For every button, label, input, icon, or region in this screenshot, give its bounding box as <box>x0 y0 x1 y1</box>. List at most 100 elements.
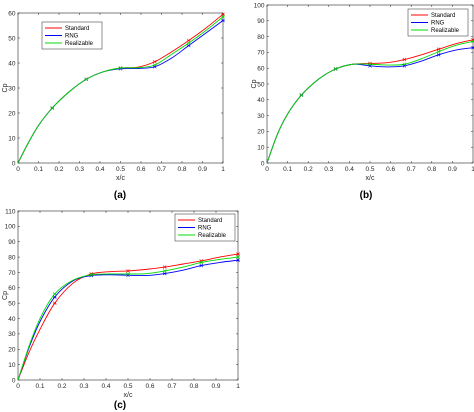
panel-a: 0 0.1 0.2 0.3 0.4 0.5 0.6 0.7 0.8 0.9 101020304050… <box>2 10 225 201</box>
data-point-marker <box>402 57 407 62</box>
y-tick-label: 40 <box>257 97 265 104</box>
x-tick-label: 0.4 <box>101 383 110 390</box>
y-tick-label: 100 <box>254 2 265 9</box>
panel-label: (b) <box>360 190 373 201</box>
x-tick-label: 0.6 <box>145 383 154 390</box>
x-tick-label: 1 <box>221 166 225 173</box>
series-line-realizable <box>266 40 474 164</box>
legend-label: Realizable <box>198 233 227 239</box>
y-axis-label: Cp <box>2 83 9 92</box>
data-point-marker <box>471 45 474 50</box>
y-tick-label: 30 <box>8 331 16 338</box>
data-point-marker <box>236 252 240 256</box>
y-tick-label: 20 <box>8 110 16 117</box>
y-tick-label: 20 <box>8 347 16 354</box>
y-tick-label: 30 <box>257 113 265 120</box>
x-tick-label: 0.9 <box>198 166 207 173</box>
x-tick-label: 0.5 <box>116 166 125 173</box>
y-axis-label: Cp <box>251 79 258 88</box>
y-tick-label: 60 <box>257 66 265 73</box>
y-tick-label: 40 <box>8 316 16 323</box>
data-point-marker <box>50 106 55 110</box>
legend-label: Standard <box>65 26 89 32</box>
legend-label: Standard <box>431 13 455 19</box>
legend-label: RNG <box>431 21 445 27</box>
data-point-marker <box>126 269 130 273</box>
legend-label: Standard <box>198 218 222 224</box>
data-point-marker <box>236 258 240 262</box>
x-tick-label: 0.2 <box>304 166 313 173</box>
data-point-marker <box>402 62 407 67</box>
legend-label: RNG <box>198 226 212 232</box>
y-tick-label: 0 <box>261 160 265 167</box>
x-tick-label: 1 <box>471 166 474 173</box>
data-point-marker <box>52 292 57 296</box>
x-tick-label: 0.7 <box>407 166 416 173</box>
data-point-marker <box>471 37 474 42</box>
y-axis-label: Cp <box>2 291 9 300</box>
y-tick-label: 50 <box>8 300 16 307</box>
data-point-marker <box>162 265 167 269</box>
x-axis-label: x/c <box>116 175 125 182</box>
legend-label: RNG <box>65 34 79 40</box>
panel-c: 0 0.1 0.2 0.3 0.4 0.5 0.6 0.7 0.8 0.9 101020304050… <box>2 208 240 411</box>
data-point-marker <box>199 260 204 265</box>
data-point-marker <box>436 49 441 54</box>
data-point-marker <box>299 93 304 97</box>
data-point-marker <box>118 66 123 70</box>
data-point-marker <box>52 295 57 299</box>
x-tick-label: 0.8 <box>427 166 436 173</box>
panel-label: (a) <box>114 190 126 201</box>
data-point-marker <box>52 301 57 305</box>
y-tick-label: 50 <box>8 35 16 42</box>
data-point-marker <box>186 41 191 45</box>
series-line-realizable <box>17 256 239 381</box>
data-point-marker <box>236 255 240 259</box>
data-point-marker <box>199 259 204 263</box>
data-point-marker <box>162 271 167 276</box>
y-tick-label: 10 <box>8 135 16 142</box>
x-tick-label: 0.8 <box>177 166 186 173</box>
x-tick-label: 0.4 <box>95 166 104 173</box>
x-tick-label: 0.2 <box>57 383 66 390</box>
data-point-marker <box>152 63 157 67</box>
x-tick-label: 0 <box>16 383 20 390</box>
x-tick-label: 0.1 <box>35 383 44 390</box>
data-point-marker <box>89 272 94 277</box>
x-tick-label: 0.8 <box>189 383 198 390</box>
data-point-marker <box>436 52 441 57</box>
x-tick-label: 0.3 <box>79 383 88 390</box>
x-tick-label: 0.7 <box>157 166 166 173</box>
x-tick-label: 0 <box>16 166 20 173</box>
y-tick-label: 30 <box>8 85 16 92</box>
data-point-marker <box>84 77 89 82</box>
x-tick-label: 0.3 <box>75 166 84 173</box>
y-tick-label: 90 <box>257 18 265 25</box>
y-tick-label: 80 <box>257 34 265 41</box>
y-tick-label: 0 <box>12 377 16 384</box>
x-tick-label: 0.9 <box>448 166 457 173</box>
y-tick-label: 70 <box>257 50 265 57</box>
y-tick-label: 0 <box>12 160 16 167</box>
x-tick-label: 0.7 <box>167 383 176 390</box>
y-tick-label: 110 <box>5 208 16 215</box>
data-point-marker <box>471 39 474 44</box>
x-axis-label: x/c <box>366 175 375 182</box>
y-tick-label: 90 <box>8 239 16 246</box>
legend-label: Realizable <box>65 41 94 47</box>
y-tick-label: 70 <box>8 270 16 277</box>
x-tick-label: 0.1 <box>34 166 43 173</box>
x-tick-label: 0.9 <box>211 383 220 390</box>
data-point-marker <box>402 64 407 68</box>
series-line-rng <box>17 259 239 381</box>
y-tick-label: 20 <box>257 129 265 136</box>
data-point-marker <box>199 263 204 268</box>
x-tick-label: 1 <box>236 383 240 390</box>
y-tick-label: 10 <box>257 145 265 152</box>
x-tick-label: 0.5 <box>123 383 132 390</box>
data-point-marker <box>221 14 225 19</box>
